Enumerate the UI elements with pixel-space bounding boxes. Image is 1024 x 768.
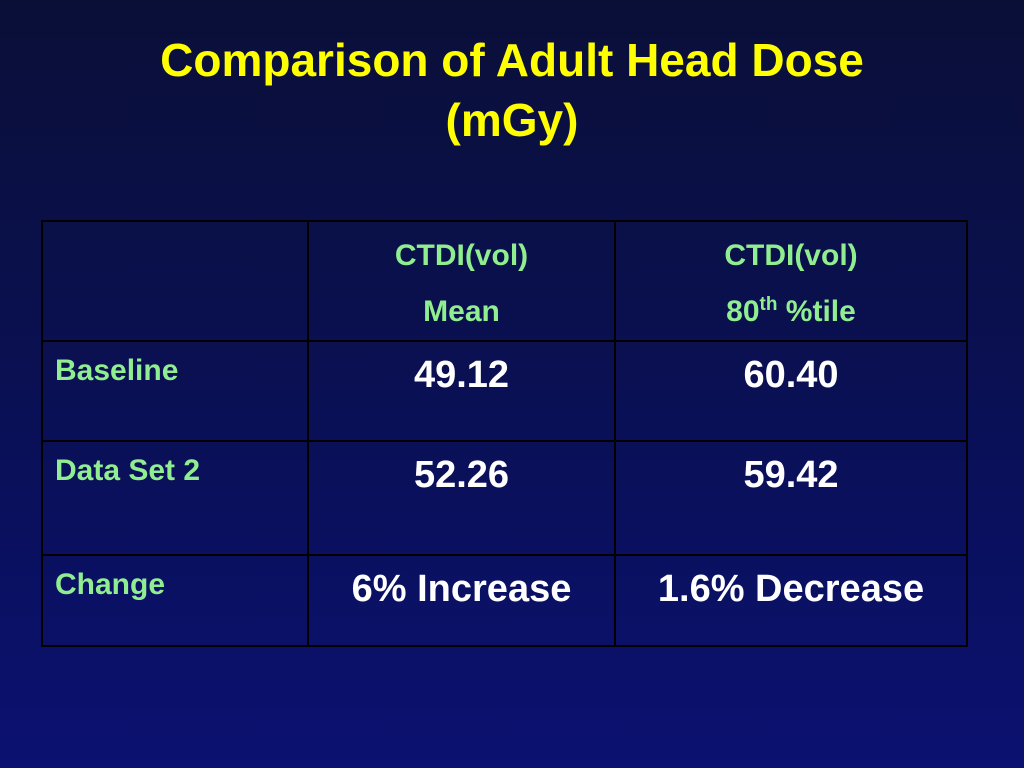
column-header-80th-suffix: %tile — [777, 295, 856, 328]
table-corner-cell — [41, 220, 309, 342]
column-header-80th-ordinal: th — [759, 294, 778, 315]
column-header-80th-line-2: 80th %tile — [616, 284, 966, 340]
slide-title-line-2: (mGy) — [445, 94, 579, 146]
table-row: Baseline 49.12 60.40 — [41, 340, 968, 442]
column-header-80th-line-1: CTDI(vol) — [724, 239, 858, 272]
table-header-row: CTDI(vol) Mean CTDI(vol) 80th %tile — [41, 220, 968, 342]
slide-title-line-1: Comparison of Adult Head Dose — [160, 34, 864, 86]
row-label-baseline: Baseline — [41, 340, 309, 442]
table-row: Data Set 2 52.26 59.42 — [41, 440, 968, 556]
row-label-change: Change — [41, 554, 309, 647]
change-mean-value: 6% Increase — [307, 554, 616, 647]
change-80th-value: 1.6% Decrease — [614, 554, 968, 647]
baseline-80th-value: 60.40 — [614, 340, 968, 442]
table-row: Change 6% Increase 1.6% Decrease — [41, 554, 968, 647]
data-set-2-80th-value: 59.42 — [614, 440, 968, 556]
dose-comparison-table: CTDI(vol) Mean CTDI(vol) 80th %tile Base… — [41, 220, 968, 647]
row-label-data-set-2: Data Set 2 — [41, 440, 309, 556]
column-header-mean: CTDI(vol) Mean — [307, 220, 616, 342]
slide-title: Comparison of Adult Head Dose (mGy) — [0, 30, 1024, 150]
column-header-80th-percentile: CTDI(vol) 80th %tile — [614, 220, 968, 342]
baseline-mean-value: 49.12 — [307, 340, 616, 442]
column-header-80th-number: 80 — [726, 295, 760, 328]
column-header-mean-line-2: Mean — [423, 295, 500, 328]
column-header-mean-line-1: CTDI(vol) — [394, 239, 529, 272]
data-set-2-mean-value: 52.26 — [307, 440, 616, 556]
